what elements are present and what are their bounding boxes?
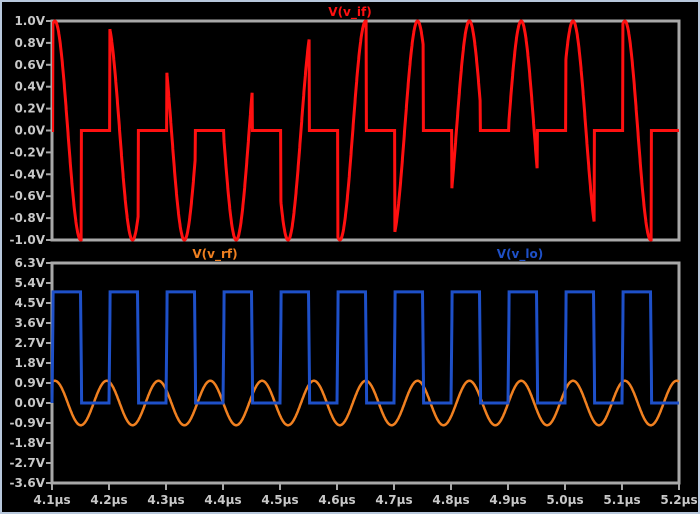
x-tick-label: 4.6µs [318,493,355,507]
y-tick-label: -1.0V [9,233,45,247]
legend-v-rf[interactable]: V(v_rf) [192,247,237,262]
x-tick-label: 5.0µs [546,493,583,507]
y-tick-label: 2.7V [14,336,45,350]
y-tick-label: 0.6V [14,58,45,72]
y-tick-label: 0.0V [14,396,45,410]
y-tick-label: 0.9V [14,376,45,390]
x-tick-label: 5.1µs [603,493,640,507]
y-tick-label: 0.0V [14,124,45,138]
title-v-if[interactable]: V(v_if) [328,5,371,20]
y-tick-label: -0.9V [9,416,45,430]
y-tick-label: 5.4V [14,276,45,290]
y-tick-label: -0.4V [9,167,45,181]
x-tick-label: 4.4µs [204,493,241,507]
y-tick-label: -1.8V [9,436,45,450]
y-tick-label: -3.6V [9,476,45,490]
y-tick-label: 0.4V [14,80,45,94]
x-tick-label: 4.3µs [147,493,184,507]
legend-v-lo[interactable]: V(v_lo) [497,247,543,262]
x-tick-label: 4.9µs [489,493,526,507]
series-v-if [52,19,679,242]
series-v-lo [50,290,679,405]
y-tick-label: 3.6V [14,316,45,330]
x-tick-label: 4.2µs [90,493,127,507]
x-tick-label: 4.1µs [33,493,70,507]
y-tick-label: 4.5V [14,296,45,310]
y-tick-label: -0.6V [9,189,45,203]
y-tick-label: -0.2V [9,145,45,159]
x-tick-label: 5.2µs [660,493,697,507]
y-tick-label: 0.2V [14,102,45,116]
y-tick-label: 1.8V [14,356,45,370]
x-tick-label: 4.7µs [375,493,412,507]
y-tick-label: -0.8V [9,211,45,225]
y-tick-label: -2.7V [9,456,45,470]
y-tick-label: 1.0V [14,14,45,28]
x-tick-label: 4.5µs [261,493,298,507]
y-tick-label: 6.3V [14,256,45,270]
y-tick-label: 0.8V [14,36,45,50]
x-tick-label: 4.8µs [432,493,469,507]
